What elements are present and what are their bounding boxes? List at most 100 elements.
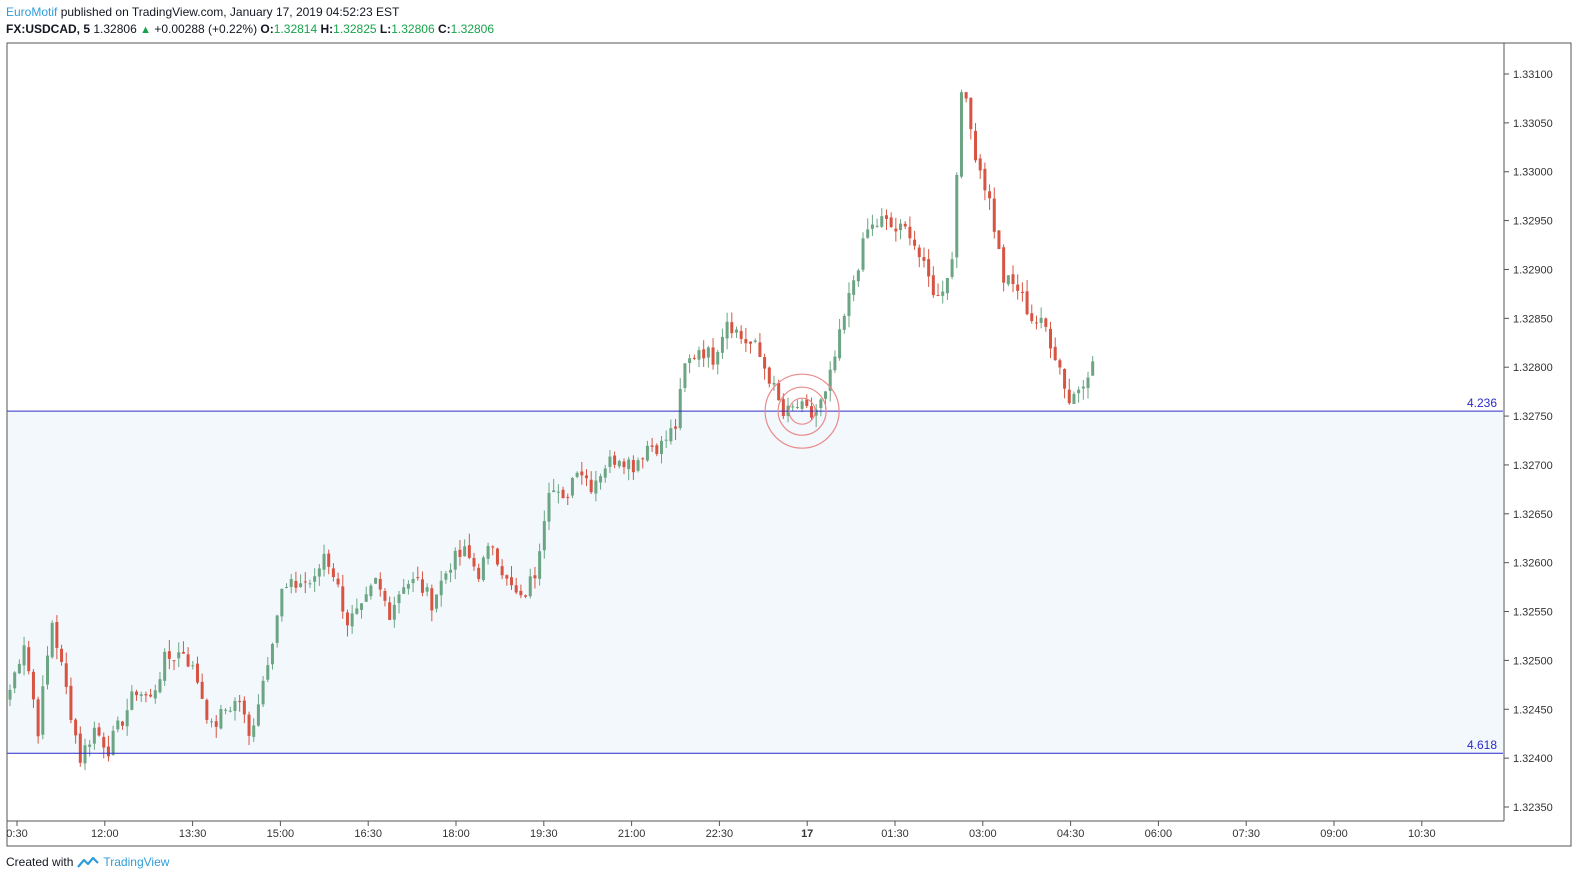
candle-body [374, 577, 378, 584]
candle-body [149, 694, 153, 697]
candle-body [903, 223, 907, 227]
candle [570, 476, 574, 499]
candle [1072, 391, 1076, 405]
candle-body [125, 710, 129, 727]
candle-body [430, 588, 434, 611]
candle-body [674, 426, 678, 429]
candle-body [402, 587, 406, 594]
candle [13, 671, 17, 694]
candle-body [650, 445, 654, 447]
candle [669, 419, 673, 445]
candle [524, 594, 528, 599]
candle [688, 354, 692, 374]
candle-body [31, 671, 35, 700]
candle-body [974, 130, 978, 161]
tradingview-logo-icon [77, 856, 100, 868]
candle-body [116, 720, 120, 730]
candle [922, 247, 926, 268]
candle-body [144, 694, 148, 696]
candle [341, 574, 345, 619]
candle-body [1016, 284, 1020, 291]
candle [210, 718, 214, 728]
candle-body [341, 586, 345, 612]
candle-body [899, 223, 903, 231]
fib-zone [7, 412, 1503, 754]
candle [899, 219, 903, 240]
candle [552, 478, 556, 493]
candle [195, 656, 199, 685]
candle-body [927, 259, 931, 277]
fib-levels-layer[interactable]: 4.236 4.618 [7, 396, 1503, 754]
tradingview-brand[interactable]: TradingView [103, 855, 170, 869]
candle-body [613, 455, 617, 465]
candle [678, 378, 682, 431]
candle-body [730, 322, 734, 334]
price-tick-label: 1.32850 [1513, 313, 1553, 325]
candle [261, 675, 265, 708]
candle [556, 484, 560, 504]
open-value: 1.32814 [273, 22, 318, 36]
candle-body [833, 356, 837, 371]
candle [645, 440, 649, 462]
candle-body [533, 575, 537, 579]
candle-body [102, 736, 106, 748]
candle [149, 688, 153, 698]
candle-body [758, 342, 762, 357]
candle-body [561, 489, 565, 498]
candle-body [327, 553, 331, 567]
candle [125, 698, 129, 736]
price-tick-label: 1.32550 [1513, 607, 1553, 619]
candle [280, 588, 284, 622]
candle [617, 459, 621, 469]
time-tick-label: 0:30 [6, 828, 27, 840]
candle-body [538, 551, 542, 579]
candle-body [566, 496, 570, 498]
candle [467, 533, 471, 560]
candle [378, 572, 382, 597]
candle-body [725, 321, 729, 339]
time-tick-label: 10:30 [1408, 828, 1436, 840]
candle-body [1091, 361, 1095, 376]
candle [585, 469, 589, 487]
candle [608, 450, 612, 473]
candle [903, 221, 907, 230]
candle [64, 652, 68, 695]
candle-body [842, 315, 846, 330]
candle-body [219, 709, 223, 729]
candle-body [55, 622, 59, 648]
candle [659, 436, 663, 464]
author-link[interactable]: EuroMotif [6, 5, 58, 19]
candle [599, 473, 603, 490]
candle [538, 543, 542, 586]
candle-body [83, 745, 87, 764]
candle-body [467, 545, 471, 558]
candle-body [195, 663, 199, 683]
candle [289, 573, 293, 594]
published-text: published on TradingView.com, January 17… [60, 5, 400, 19]
candle-body [875, 225, 879, 227]
time-tick-label: 18:00 [442, 828, 470, 840]
candle [706, 345, 710, 368]
time-tick-label: 19:30 [530, 828, 558, 840]
candle-body [360, 603, 364, 610]
candle [205, 698, 209, 724]
highlight-ring [777, 386, 827, 436]
symbol-label[interactable]: FX:USDCAD, 5 [6, 22, 91, 36]
time-tick-label: 17 [801, 828, 813, 840]
candle [505, 574, 509, 586]
time-tick-label: 12:00 [91, 828, 119, 840]
candle-body [135, 691, 139, 696]
close-value: 1.32806 [450, 22, 495, 36]
price-axis[interactable]: 1.32350 1.32400 1.32450 1.32500 1.32550 1.326… [1504, 69, 1553, 814]
candle-body [908, 226, 912, 239]
candle-body [369, 585, 373, 597]
candle [50, 620, 54, 659]
candle [1020, 282, 1024, 302]
candle [1044, 317, 1048, 332]
candle-body [608, 456, 612, 467]
candle-body [308, 583, 312, 585]
candle [172, 660, 176, 671]
time-axis[interactable]: 0:30 12:00 13:30 15:00 16:30 18:00 19:30 21:00 2… [6, 821, 1436, 840]
candle [416, 566, 420, 581]
